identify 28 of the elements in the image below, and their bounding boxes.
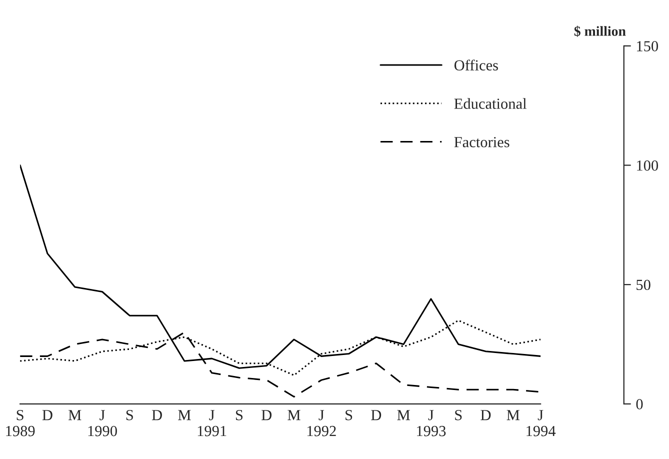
legend-label: Offices <box>454 60 498 70</box>
x-tick-label: J 1993 <box>417 410 446 436</box>
x-tick-label: M <box>506 410 520 420</box>
x-tick-label: S 1989 <box>6 410 35 436</box>
x-tick-label: S <box>346 410 352 420</box>
y-tick-label: 150 <box>637 41 658 52</box>
x-tick-label: M <box>68 410 82 420</box>
x-tick-label: M <box>288 410 300 420</box>
x-tick-label: J 1990 <box>88 410 117 436</box>
y-tick-label: 100 <box>637 160 658 171</box>
x-tick-label: M <box>397 410 410 420</box>
x-tick-label: S <box>126 410 133 420</box>
legend-label: Factories <box>454 137 510 148</box>
y-tick-label: 50 <box>636 280 650 290</box>
x-tick-label: S <box>455 410 462 420</box>
x-tick-label: M <box>178 410 191 420</box>
x-tick-label: S <box>236 410 243 420</box>
y-axis-title: $ million <box>574 26 626 37</box>
x-tick-label: D <box>42 410 52 420</box>
y-tick-label: 0 <box>636 399 643 410</box>
x-tick-label: J 1991 <box>198 410 226 436</box>
legend-label: Educational <box>454 98 526 109</box>
x-tick-label: D <box>262 410 272 420</box>
x-tick-label: D <box>371 410 382 420</box>
x-tick-label: D <box>152 410 162 420</box>
x-tick-label: J 1992 <box>307 410 336 436</box>
x-tick-label: J 1994 <box>526 410 556 436</box>
x-tick-label: D <box>480 410 491 420</box>
